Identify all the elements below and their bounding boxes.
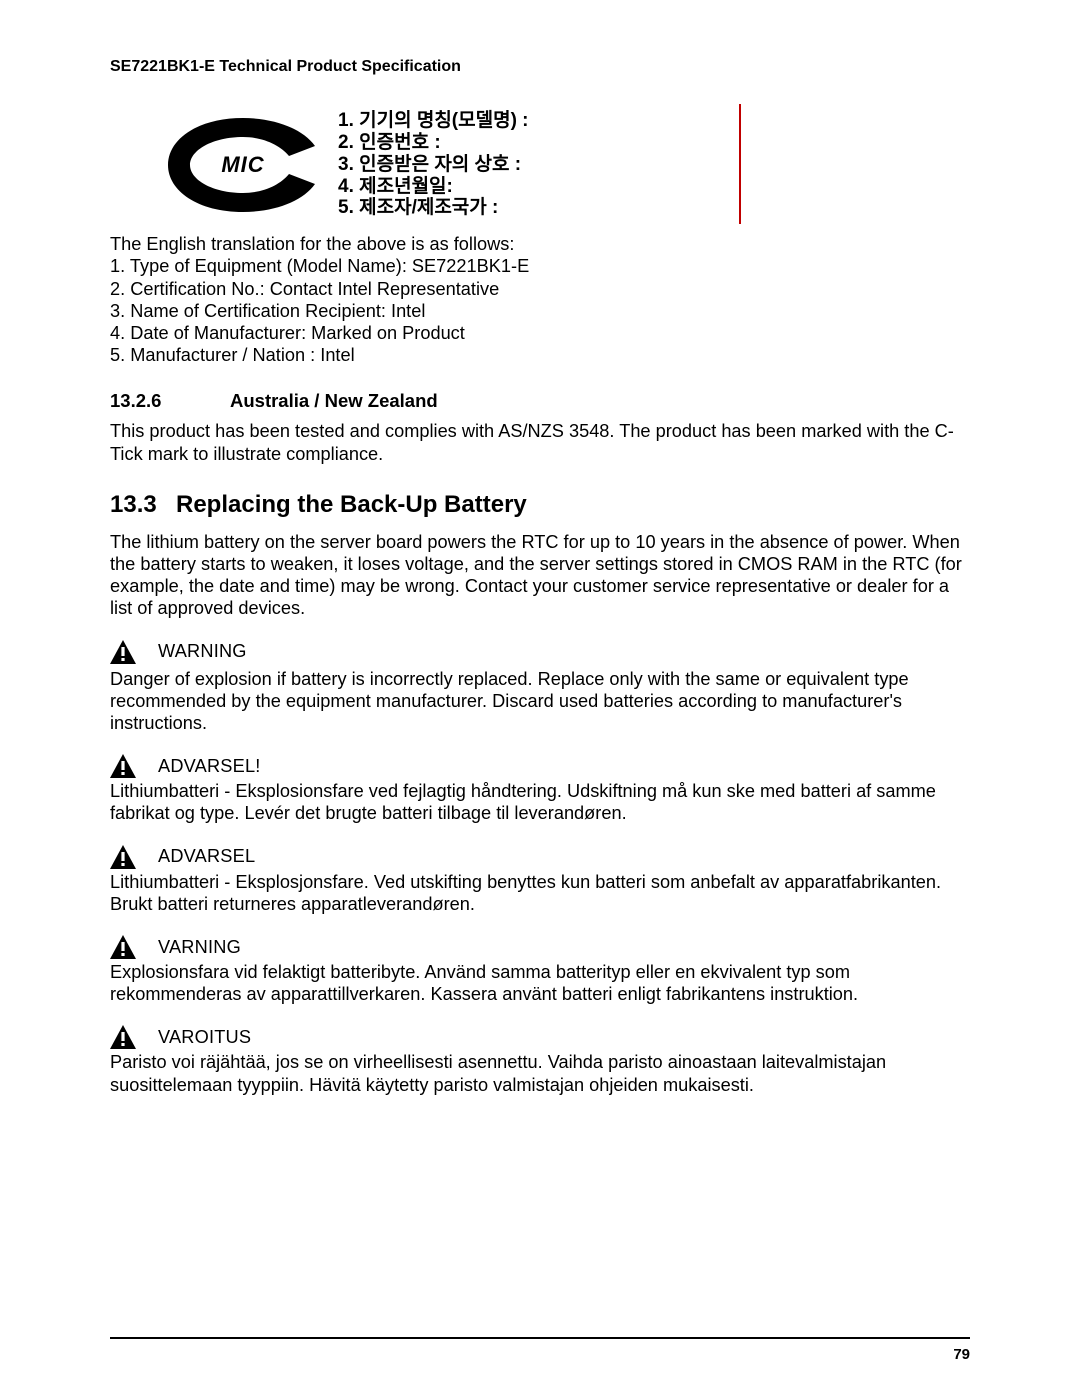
- translation-item: 5. Manufacturer / Nation : Intel: [110, 344, 970, 366]
- subsection-heading: 13.2.6 Australia / New Zealand: [110, 390, 970, 412]
- translation-item: 2. Certification No.: Contact Intel Repr…: [110, 278, 970, 300]
- warning-icon: [110, 935, 136, 959]
- warning-block: ADVARSEL Lithiumbatteri - Eksplosjonsfare…: [110, 845, 970, 915]
- document-header: SE7221BK1-E Technical Product Specificat…: [110, 58, 970, 76]
- section-number: 13.3: [110, 491, 176, 519]
- korean-item: 5. 제조자/제조국가 :: [338, 197, 529, 219]
- mic-certification-block: MIC 1. 기기의 명칭(모델명) : 2. 인증번호 : 3. 인증받은 자…: [110, 110, 970, 219]
- translation-item: 4. Date of Manufacturer: Marked on Produ…: [110, 322, 970, 344]
- warning-icon: [110, 754, 136, 778]
- warning-label: VARNING: [158, 937, 241, 958]
- subsection-body: This product has been tested and complie…: [110, 420, 970, 464]
- translation-item: 1. Type of Equipment (Model Name): SE722…: [110, 255, 970, 277]
- warning-icon: [110, 640, 136, 664]
- page-number: 79: [953, 1346, 970, 1363]
- section-body: The lithium battery on the server board …: [110, 531, 970, 620]
- section-title: Replacing the Back-Up Battery: [176, 491, 527, 518]
- subsection-number: 13.2.6: [110, 390, 230, 412]
- translation-item: 3. Name of Certification Recipient: Inte…: [110, 300, 970, 322]
- footer-rule: [110, 1337, 970, 1339]
- warning-text: Lithiumbatteri - Eksplosjonsfare. Ved ut…: [110, 871, 970, 915]
- translation-intro: The English translation for the above is…: [110, 233, 970, 255]
- warning-text: Explosionsfara vid felaktigt batteribyte…: [110, 961, 970, 1005]
- warning-block: WARNING Danger of explosion if battery is…: [110, 640, 970, 735]
- section-heading: 13.3Replacing the Back-Up Battery: [110, 491, 970, 519]
- mic-logo: MIC: [168, 118, 318, 212]
- korean-item: 1. 기기의 명칭(모델명) :: [338, 110, 529, 132]
- warning-head: VARNING: [110, 935, 970, 959]
- korean-item: 4. 제조년월일:: [338, 176, 529, 198]
- mic-logo-text: MIC: [168, 152, 318, 178]
- warning-head: ADVARSEL!: [110, 754, 970, 778]
- translation-block: The English translation for the above is…: [110, 233, 970, 366]
- warning-head: VAROITUS: [110, 1025, 970, 1049]
- warning-block: VARNING Explosionsfara vid felaktigt batt…: [110, 935, 970, 1005]
- warning-label: WARNING: [158, 641, 247, 662]
- warning-block: ADVARSEL! Lithiumbatteri - Eksplosionsfar…: [110, 754, 970, 824]
- warning-label: VAROITUS: [158, 1027, 251, 1048]
- warning-head: ADVARSEL: [110, 845, 970, 869]
- revision-bar: [739, 104, 741, 224]
- korean-item: 2. 인증번호 :: [338, 132, 529, 154]
- warnings-container: WARNING Danger of explosion if battery is…: [110, 640, 970, 1096]
- warning-text: Danger of explosion if battery is incorr…: [110, 668, 970, 735]
- page: SE7221BK1-E Technical Product Specificat…: [0, 0, 1080, 1397]
- warning-label: ADVARSEL!: [158, 756, 261, 777]
- korean-item: 3. 인증받은 자의 상호 :: [338, 154, 529, 176]
- warning-label: ADVARSEL: [158, 846, 255, 867]
- translation-list: 1. Type of Equipment (Model Name): SE722…: [110, 255, 970, 366]
- subsection-title: Australia / New Zealand: [230, 390, 438, 412]
- warning-text: Paristo voi räjähtää, jos se on virheell…: [110, 1051, 970, 1095]
- warning-icon: [110, 1025, 136, 1049]
- warning-block: VAROITUS Paristo voi räjähtää, jos se on …: [110, 1025, 970, 1095]
- korean-label-list: 1. 기기의 명칭(모델명) : 2. 인증번호 : 3. 인증받은 자의 상호…: [338, 110, 529, 219]
- warning-icon: [110, 845, 136, 869]
- warning-text: Lithiumbatteri - Eksplosionsfare ved fej…: [110, 780, 970, 824]
- warning-head: WARNING: [110, 640, 970, 664]
